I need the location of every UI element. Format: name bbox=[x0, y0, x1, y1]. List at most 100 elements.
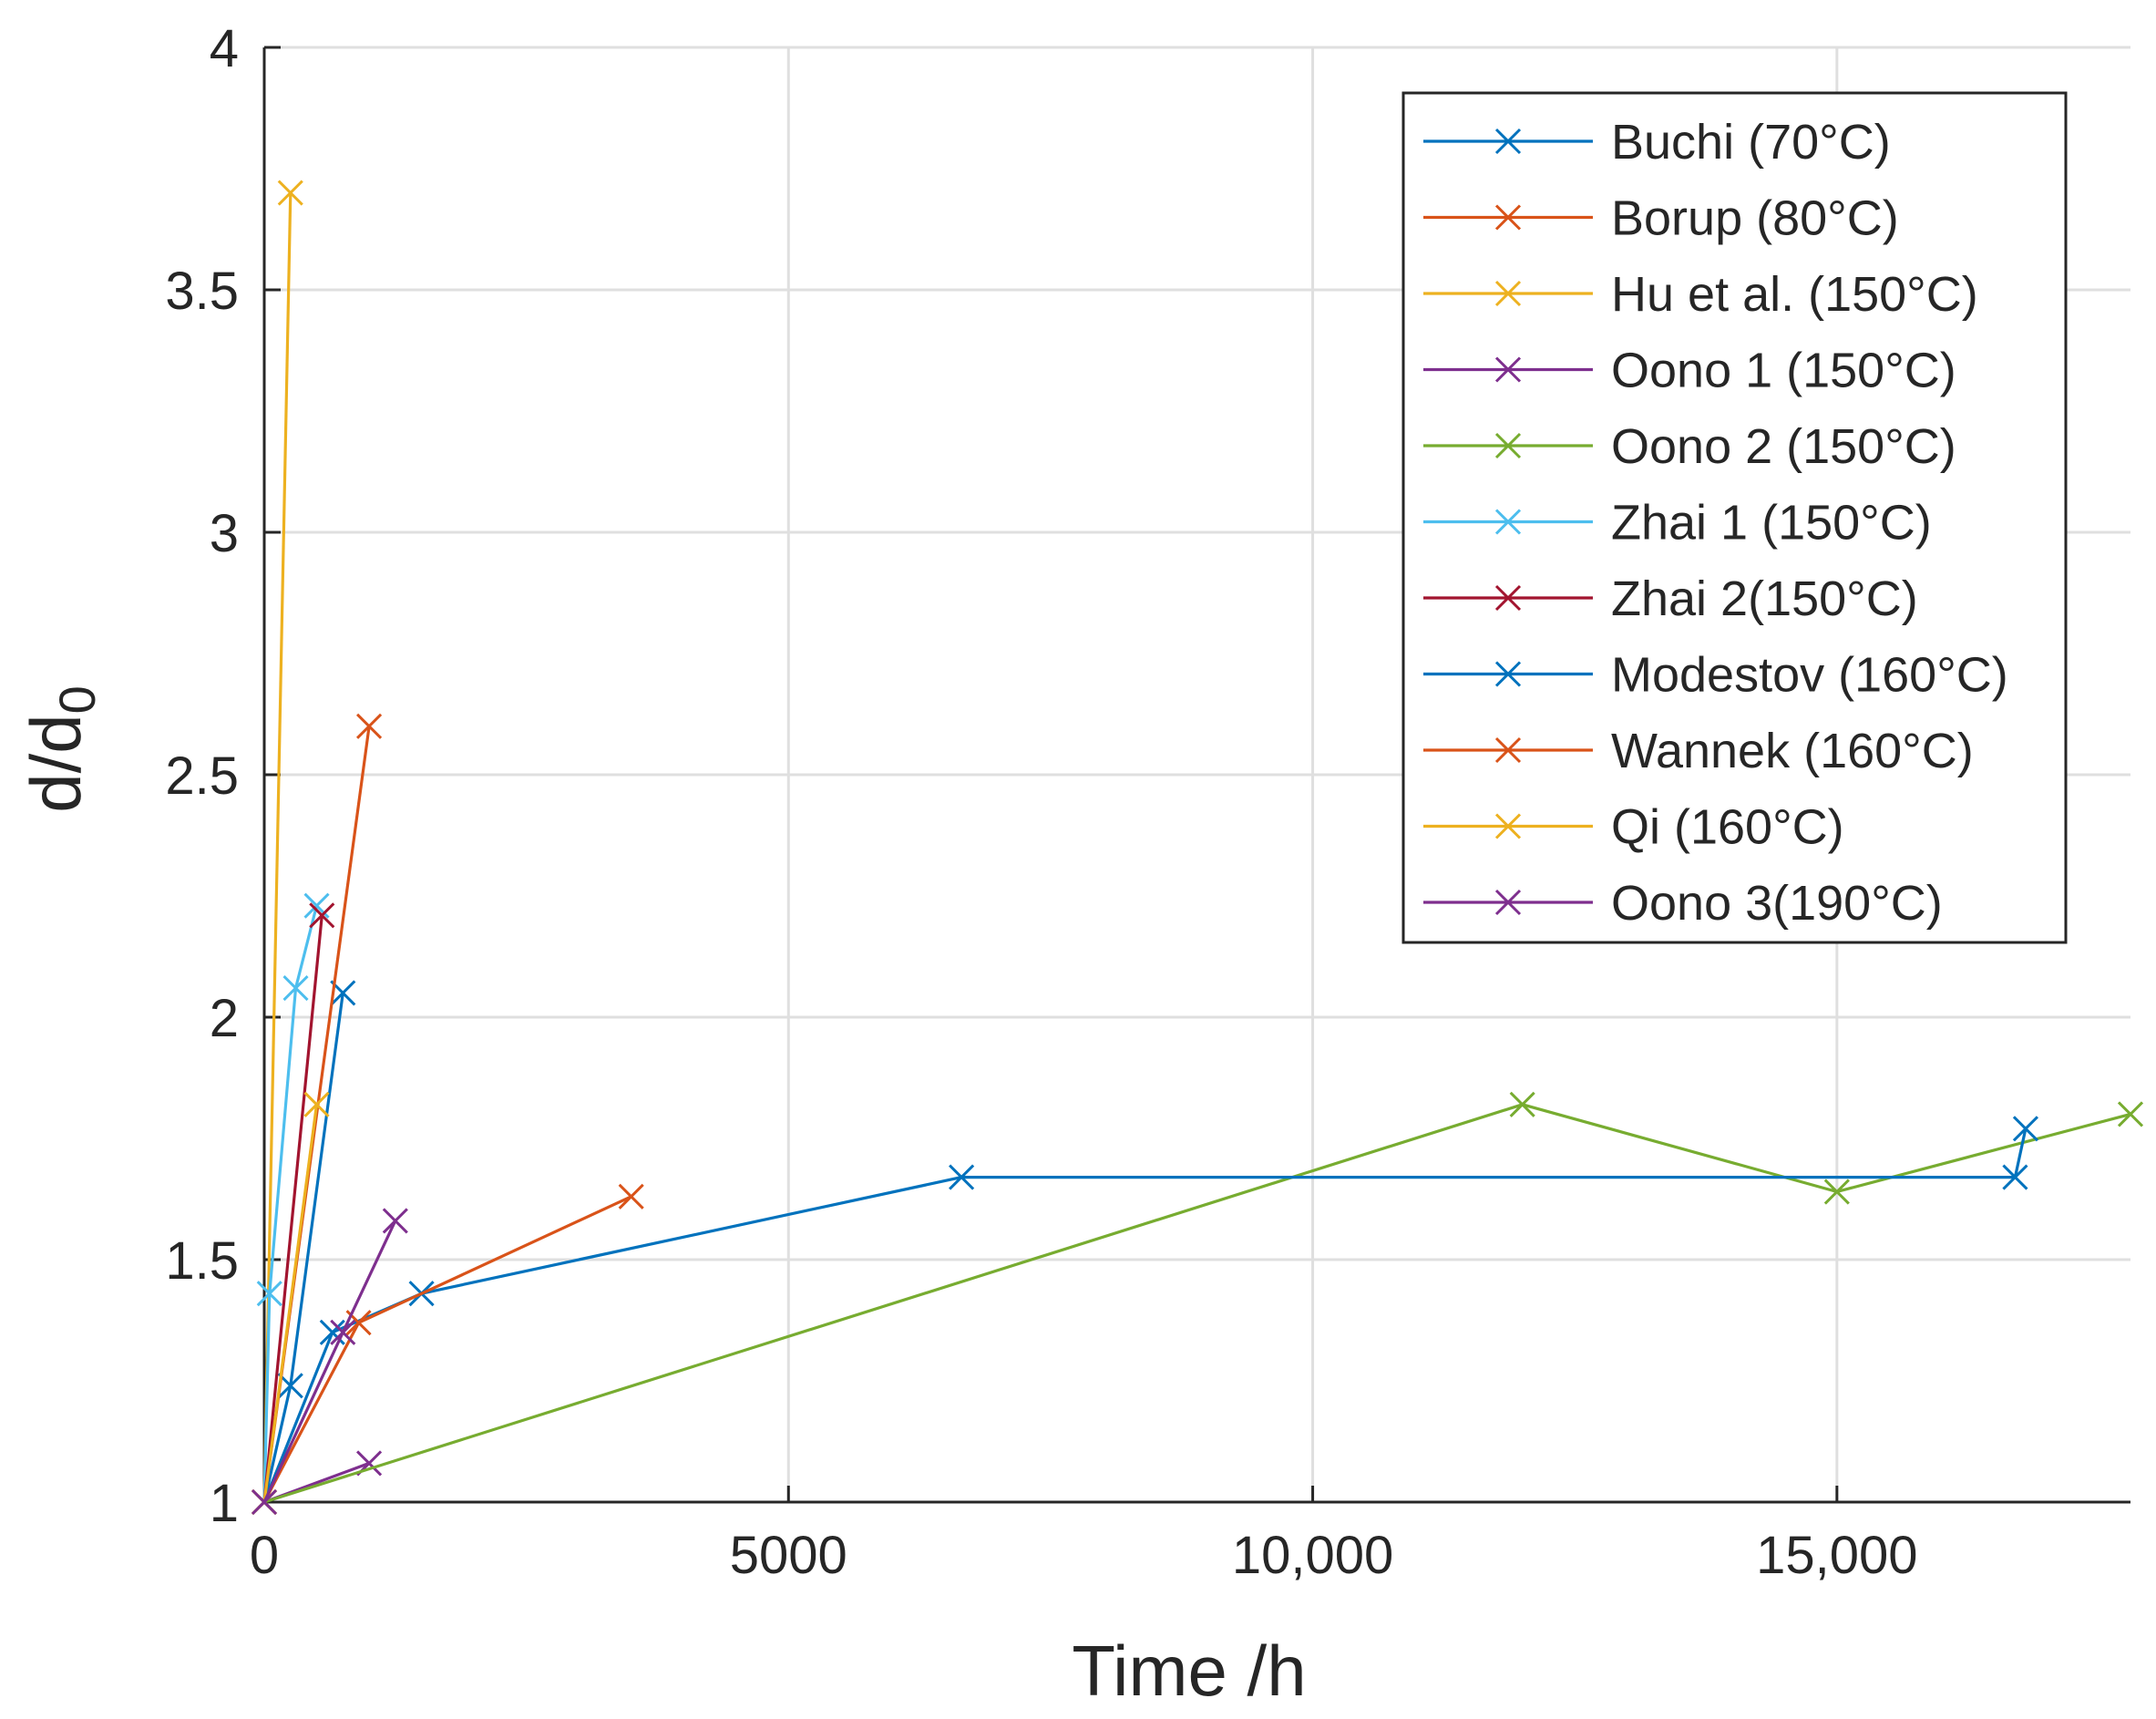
data-point bbox=[1494, 128, 1522, 155]
series bbox=[251, 1208, 408, 1516]
data-point bbox=[309, 902, 335, 929]
data-point-stroke bbox=[277, 1373, 303, 1399]
data-point bbox=[1494, 204, 1522, 231]
data-point-stroke bbox=[949, 1164, 975, 1190]
x-tick-label: 5000 bbox=[730, 1526, 847, 1585]
series-group bbox=[251, 180, 2144, 1516]
axes: 0 5000 10,000 15,000 1 1.5 2 2.5 3 3.5 4 bbox=[165, 19, 2130, 1585]
legend-label: Modestov (160°C) bbox=[1611, 648, 2008, 703]
data-point-stroke bbox=[2117, 1101, 2144, 1127]
y-tick-label: 3 bbox=[210, 504, 239, 563]
legend-item: Buchi (70°C) bbox=[1423, 115, 1891, 170]
legend-item: Qi (160°C) bbox=[1423, 800, 1844, 855]
data-point bbox=[382, 1208, 408, 1234]
x-tick-label: 10,000 bbox=[1232, 1526, 1393, 1585]
legend-label: Qi (160°C) bbox=[1611, 800, 1844, 855]
y-tick-label: 2.5 bbox=[165, 746, 239, 806]
data-point-stroke bbox=[355, 713, 383, 739]
data-point-stroke bbox=[256, 1281, 282, 1307]
legend-label: Zhai 1 (150°C) bbox=[1611, 496, 1932, 551]
legend-item: Wannek (160°C) bbox=[1423, 724, 1974, 778]
data-point-stroke bbox=[330, 980, 356, 1006]
data-point-stroke bbox=[382, 1208, 408, 1234]
data-point bbox=[1494, 889, 1522, 916]
data-point bbox=[355, 713, 383, 739]
data-point bbox=[2117, 1101, 2144, 1127]
data-point bbox=[277, 1373, 303, 1399]
data-point bbox=[1494, 661, 1522, 687]
data-point bbox=[2002, 1164, 2028, 1190]
legend-item: Oono 3(190°C) bbox=[1423, 876, 1943, 931]
data-point-stroke bbox=[1494, 509, 1522, 535]
data-point-stroke bbox=[303, 892, 330, 919]
series-line bbox=[262, 192, 293, 1503]
data-point-stroke bbox=[1494, 584, 1522, 612]
data-point bbox=[251, 1488, 278, 1516]
data-point bbox=[618, 1183, 644, 1209]
series bbox=[251, 1091, 2144, 1516]
data-point-stroke bbox=[618, 1183, 644, 1209]
legend-item: Borup (80°C) bbox=[1423, 191, 1899, 246]
data-point bbox=[1494, 813, 1522, 839]
data-point-stroke bbox=[1494, 356, 1522, 383]
data-point-stroke bbox=[1494, 128, 1522, 155]
data-point-stroke bbox=[282, 975, 309, 1002]
legend-label: Buchi (70°C) bbox=[1611, 115, 1891, 170]
data-point-stroke bbox=[303, 1091, 330, 1117]
data-point bbox=[949, 1164, 975, 1190]
data-point-stroke bbox=[1494, 813, 1522, 839]
data-point bbox=[1494, 432, 1522, 459]
legend-label: Hu et al. (150°C) bbox=[1611, 267, 1978, 322]
y-axis-title-subscript: 0 bbox=[48, 685, 106, 714]
data-point-stroke bbox=[309, 902, 335, 929]
legend-label: Zhai 2(150°C) bbox=[1611, 571, 1918, 626]
legend-item: Zhai 1 (150°C) bbox=[1423, 496, 1932, 551]
data-point bbox=[2012, 1116, 2039, 1142]
y-axis-title: d/d0 bbox=[15, 685, 106, 813]
data-point-stroke bbox=[277, 180, 303, 206]
y-tick-label: 3.5 bbox=[165, 262, 239, 321]
data-point-stroke bbox=[2002, 1164, 2028, 1190]
data-point bbox=[282, 975, 309, 1002]
data-point bbox=[330, 1319, 356, 1345]
legend: Buchi (70°C) Borup (80°C) Hu et al. (150°C… bbox=[1401, 91, 2068, 944]
data-point-stroke bbox=[1494, 280, 1522, 307]
data-point bbox=[1494, 509, 1522, 535]
data-point-stroke bbox=[1823, 1179, 1850, 1205]
data-point bbox=[277, 180, 303, 206]
series-line bbox=[262, 915, 323, 1503]
series-line bbox=[262, 905, 319, 1503]
series-line bbox=[263, 1103, 2131, 1504]
x-tick-label: 0 bbox=[250, 1526, 279, 1585]
data-point bbox=[1494, 736, 1522, 764]
data-point-stroke bbox=[1494, 889, 1522, 916]
legend-item: Zhai 2(150°C) bbox=[1423, 571, 1918, 626]
data-point bbox=[1494, 280, 1522, 307]
series-line bbox=[262, 1128, 2028, 1503]
data-point-stroke bbox=[1509, 1091, 1535, 1117]
y-tick-label: 2 bbox=[210, 989, 239, 1048]
x-tick-label: 15,000 bbox=[1756, 1526, 1917, 1585]
legend-item: Modestov (160°C) bbox=[1423, 648, 2008, 703]
series-line bbox=[262, 1104, 319, 1503]
legend-label: Wannek (160°C) bbox=[1611, 724, 1974, 778]
data-point-stroke bbox=[345, 1310, 372, 1336]
legend-item: Hu et al. (150°C) bbox=[1423, 267, 1978, 322]
y-axis-title-main: d/d bbox=[15, 714, 96, 812]
data-point-stroke bbox=[1494, 661, 1522, 687]
data-point-stroke bbox=[330, 1319, 356, 1345]
legend-label: Borup (80°C) bbox=[1611, 191, 1899, 246]
data-point bbox=[1509, 1091, 1535, 1117]
legend-label: Oono 2 (150°C) bbox=[1611, 419, 1956, 474]
legend-item: Oono 2 (150°C) bbox=[1423, 419, 1956, 474]
data-point-stroke bbox=[251, 1488, 278, 1516]
x-axis-title: Time /h bbox=[1072, 1631, 1306, 1711]
data-point-stroke bbox=[1494, 736, 1522, 764]
data-point bbox=[303, 1091, 330, 1117]
data-point bbox=[1494, 584, 1522, 612]
data-point-stroke bbox=[1494, 204, 1522, 231]
data-point-stroke bbox=[319, 1319, 345, 1345]
y-tick-label: 1 bbox=[210, 1474, 239, 1533]
legend-item: Oono 1 (150°C) bbox=[1423, 344, 1956, 398]
